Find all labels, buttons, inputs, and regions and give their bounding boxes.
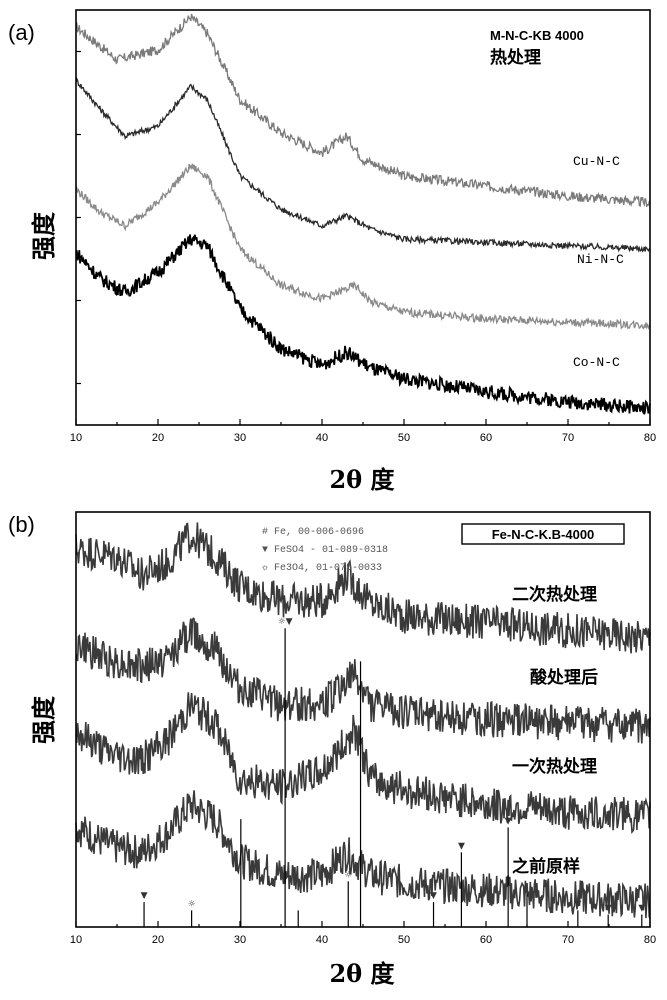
reference-marker-1: ☼ — [188, 899, 196, 909]
reference-marker-0: ▼ — [141, 891, 148, 901]
ref-legend-fe: # Fe, 00-006-0696 — [262, 527, 364, 538]
reference-marker-11: ▼ — [574, 899, 581, 909]
x-tick-label-b-2: 30 — [234, 934, 246, 946]
ref-legend-feso4: ▼ FeSO4 - 01-089-0318 — [262, 545, 388, 556]
x-tick-label-a-7: 80 — [644, 432, 656, 444]
reference-marker-9: ▼ — [505, 816, 512, 826]
x-tick-label-a-0: 10 — [70, 432, 82, 444]
y-axis-title-a: 强度 — [30, 211, 58, 260]
panel-label-b: (b) — [8, 512, 35, 537]
reference-marker-8: ▼ — [458, 841, 465, 851]
series-label-cu: Cu-N-C — [573, 154, 620, 169]
reference-marker-13: ▼ — [638, 904, 645, 914]
x-tick-label-b-6: 70 — [562, 934, 574, 946]
ref-legend-fe3o4: ☼ Fe3O4, 01-075-0033 — [262, 563, 382, 574]
x-tick-label-b-1: 20 — [152, 934, 164, 946]
x-axis-title-a: 2θ 度 — [329, 465, 395, 494]
reference-marker-12: ▼ — [605, 904, 612, 914]
plot-area-b: ▼☼☼▼☼▼▼▼▼▼▼1020304050607080 — [70, 512, 656, 946]
reference-marker-3: ☼▼ — [278, 617, 293, 627]
chart-panel-b: (b) 强度 ▼☼☼▼☼▼▼▼▼▼▼1020304050607080 Fe-N-… — [0, 500, 667, 1000]
reference-marker-5: ☼ — [344, 870, 352, 880]
legend-title-a: M-N-C-KB 4000 — [490, 28, 584, 43]
x-tick-label-a-3: 40 — [316, 432, 328, 444]
x-tick-label-b-3: 40 — [316, 934, 328, 946]
x-tick-label-b-4: 50 — [398, 934, 410, 946]
panel-label-a: (a) — [8, 20, 35, 45]
series-label-second-heat: 二次热处理 — [512, 584, 597, 605]
x-axis-title-b: 2θ 度 — [329, 959, 395, 988]
series-line-a-3 — [76, 234, 650, 414]
series-label-co: Co-N-C — [573, 355, 620, 370]
legend-subtitle-a: 热处理 — [490, 47, 541, 68]
series-label-original: 之前原样 — [512, 856, 580, 877]
chart-panel-a: (a) 强度 10 20 30 40 50 60 70 80 M-N-C-KB 4000 热处… — [0, 0, 667, 500]
series-label-first-heat: 一次热处理 — [512, 756, 597, 777]
reference-marker-7: ▼ — [430, 891, 437, 901]
plot-area-a: 10 20 30 40 50 60 70 80 — [70, 10, 656, 444]
series-label-ni: Ni-N-C — [577, 252, 624, 267]
legend-title-b: Fe-N-C-K.B-4000 — [492, 527, 595, 542]
y-axis-title-b: 强度 — [30, 695, 58, 744]
x-tick-label-b-5: 60 — [480, 934, 492, 946]
x-tick-label-a-1: 20 — [152, 432, 164, 444]
x-tick-label-a-2: 30 — [234, 432, 246, 444]
x-tick-label-b-7: 80 — [644, 934, 656, 946]
x-tick-label-b-0: 10 — [70, 934, 82, 946]
x-tick-label-a-6: 70 — [562, 432, 574, 444]
x-tick-label-a-4: 50 — [398, 432, 410, 444]
x-tick-label-a-5: 60 — [480, 432, 492, 444]
series-label-acid: 酸处理后 — [530, 667, 598, 688]
